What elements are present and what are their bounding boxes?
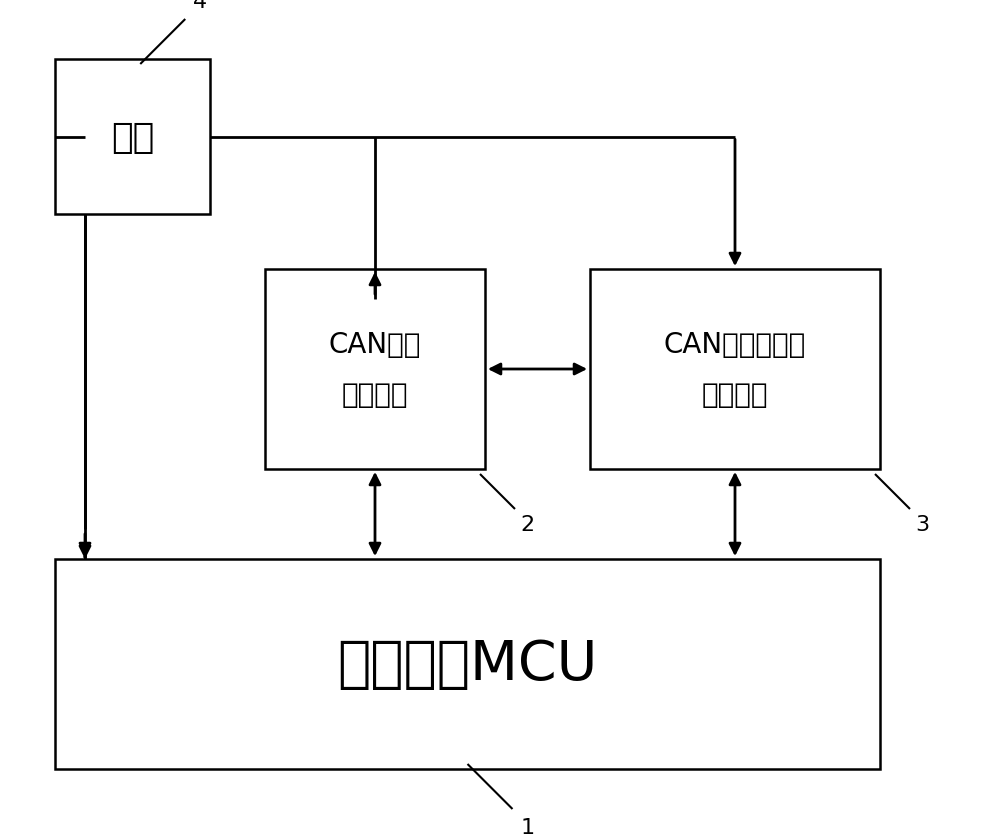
Text: 2: 2 (520, 514, 534, 534)
Text: CAN通道
接口电路: CAN通道 接口电路 (329, 330, 421, 409)
Bar (590, 270, 880, 470)
Bar (55, 60, 210, 215)
Bar (265, 270, 485, 470)
Text: 主控制器MCU: 主控制器MCU (337, 637, 598, 691)
Text: 电源: 电源 (111, 120, 154, 155)
Text: CAN通道一扩二
扩展电路: CAN通道一扩二 扩展电路 (664, 330, 806, 409)
Bar (55, 559, 880, 769)
Text: 1: 1 (520, 817, 535, 836)
Text: 3: 3 (915, 514, 929, 534)
Text: 4: 4 (193, 0, 207, 12)
